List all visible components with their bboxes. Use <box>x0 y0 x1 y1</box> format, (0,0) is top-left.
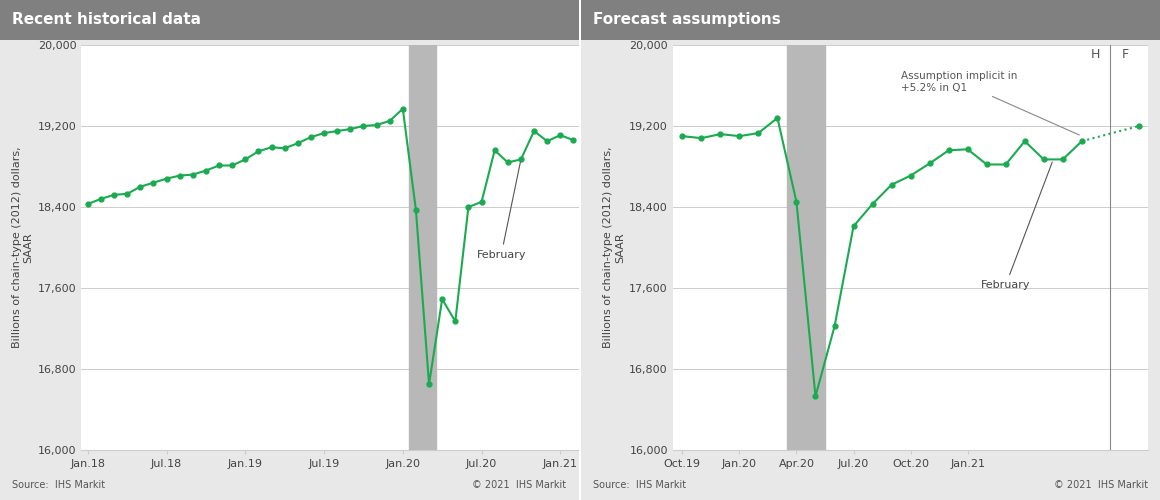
Text: Source:  IHS Markit: Source: IHS Markit <box>12 480 104 490</box>
Bar <box>409 45 436 450</box>
Text: Recent historical data: Recent historical data <box>12 12 201 28</box>
Text: © 2021  IHS Markit: © 2021 IHS Markit <box>1054 480 1148 490</box>
Y-axis label: Billions of chain-type (2012) dollars,
SAAR: Billions of chain-type (2012) dollars, S… <box>603 146 625 348</box>
Bar <box>786 45 825 450</box>
Text: Source:  IHS Markit: Source: IHS Markit <box>593 480 686 490</box>
Text: February: February <box>477 162 525 260</box>
Y-axis label: Billions of chain-type (2012) dollars,
SAAR: Billions of chain-type (2012) dollars, S… <box>12 146 34 348</box>
Text: Assumption implicit in
+5.2% in Q1: Assumption implicit in +5.2% in Q1 <box>901 71 1079 135</box>
Text: H: H <box>1090 48 1100 61</box>
Text: February: February <box>981 162 1052 290</box>
Text: © 2021  IHS Markit: © 2021 IHS Markit <box>472 480 566 490</box>
Text: Forecast assumptions: Forecast assumptions <box>593 12 781 28</box>
Text: F: F <box>1122 48 1129 61</box>
